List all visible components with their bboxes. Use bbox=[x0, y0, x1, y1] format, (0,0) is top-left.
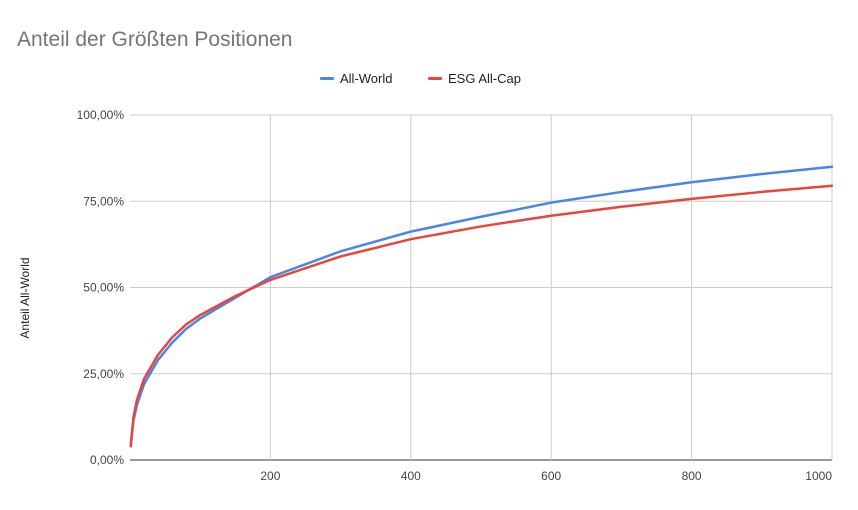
chart-title: Anteil der Größten Positionen bbox=[17, 28, 293, 51]
y-tick-label: 75,00% bbox=[83, 194, 124, 208]
legend-label-esg-all-cap: ESG All-Cap bbox=[448, 71, 521, 86]
legend-item-esg-all-cap[interactable]: ESG All-Cap bbox=[428, 71, 521, 86]
series-line-all-world bbox=[129, 165, 834, 448]
legend-item-all-world[interactable]: All-World bbox=[320, 71, 393, 86]
y-tick-label: 50,00% bbox=[83, 281, 124, 295]
x-tick-label: 1000 bbox=[805, 469, 832, 483]
legend-label-all-world: All-World bbox=[340, 71, 393, 86]
legend-swatch-esg-all-cap bbox=[428, 77, 442, 80]
x-tick-label: 800 bbox=[682, 469, 702, 483]
y-tick-label: 100,00% bbox=[77, 108, 125, 122]
legend: All-World ESG All-Cap bbox=[0, 71, 858, 89]
x-tick-label: 400 bbox=[401, 469, 421, 483]
x-tick-label: 200 bbox=[260, 469, 280, 483]
y-tick-label: 0,00% bbox=[90, 453, 124, 467]
legend-swatch-all-world bbox=[320, 77, 334, 80]
series-line-esg-all-cap bbox=[129, 184, 834, 448]
x-tick-label: 600 bbox=[541, 469, 561, 483]
y-tick-label: 25,00% bbox=[83, 367, 124, 381]
